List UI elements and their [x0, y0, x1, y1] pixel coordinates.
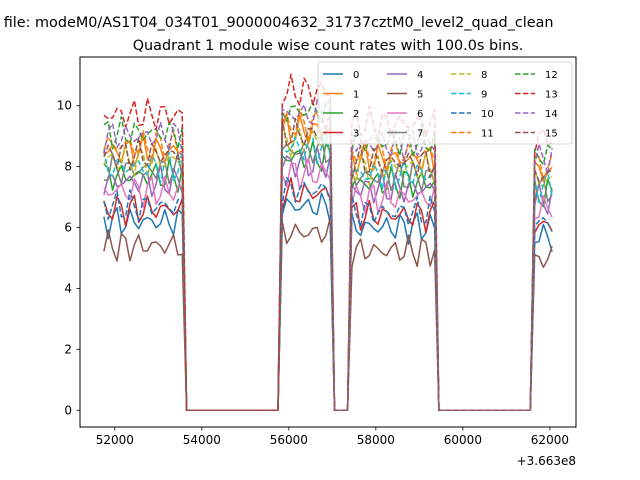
legend-label-6: 6 [417, 109, 423, 120]
legend-label-7: 7 [417, 129, 423, 140]
legend-label-9: 9 [481, 90, 487, 101]
x-tick-label: 60000 [444, 433, 482, 447]
legend-label-14: 14 [545, 109, 558, 120]
y-tick-label: 0 [64, 403, 72, 417]
y-tick-label: 8 [64, 160, 72, 174]
plot-area-frame [79, 56, 577, 428]
legend-label-15: 15 [545, 129, 558, 140]
x-tick-label: 54000 [183, 433, 221, 447]
legend-label-10: 10 [481, 109, 494, 120]
x-tick-label: 62000 [531, 433, 569, 447]
legend-frame [317, 61, 573, 145]
legend-label-11: 11 [481, 129, 494, 140]
y-axis: 0 2 4 6 8 10 [57, 99, 80, 417]
legend-label-13: 13 [545, 90, 558, 101]
x-tick-label: 52000 [96, 433, 134, 447]
y-tick-label: 6 [64, 221, 72, 235]
legend-label-2: 2 [353, 109, 359, 120]
legend-label-12: 12 [545, 70, 558, 81]
figure-title: n file: modeM0/AS1T04_034T01_9000004632_… [0, 15, 554, 31]
y-tick-label: 10 [57, 99, 72, 113]
y-tick-label: 4 [64, 281, 72, 295]
legend-label-0: 0 [353, 70, 359, 81]
y-tick-label: 2 [64, 342, 72, 356]
x-axis: 52000 54000 56000 58000 60000 62000 [96, 427, 569, 447]
series-line-15 [103, 117, 553, 412]
legend-label-3: 3 [353, 129, 359, 140]
legend-label-5: 5 [417, 90, 423, 101]
legend-label-8: 8 [481, 70, 487, 81]
x-tick-label: 56000 [270, 433, 308, 447]
x-axis-offset-label: +3.663e8 [517, 454, 576, 468]
x-tick-label: 58000 [357, 433, 395, 447]
legend-label-1: 1 [353, 90, 359, 101]
legend-label-4: 4 [417, 70, 423, 81]
chart-title: Quadrant 1 module wise count rates with … [133, 38, 524, 54]
